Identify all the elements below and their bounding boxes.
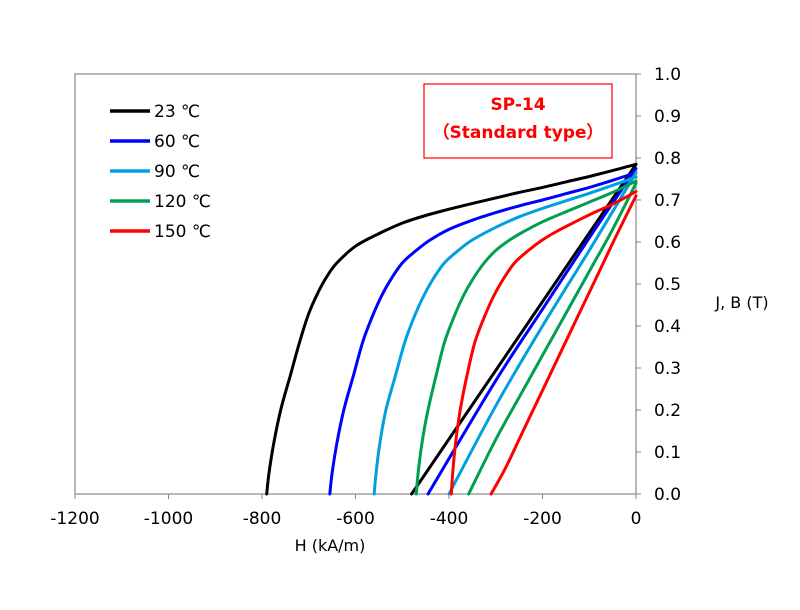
y-tick-label: 0.3 xyxy=(654,359,681,379)
legend-label: 120 ℃ xyxy=(154,192,211,212)
legend-label: 60 ℃ xyxy=(154,132,200,152)
legend: 23 ℃ 60 ℃ 90 ℃ 120 ℃ 150 ℃ xyxy=(110,102,211,242)
chart-subtitle: （Standard type） xyxy=(433,122,604,143)
y-tick-label: 0.2 xyxy=(654,401,681,421)
x-tick-label: -400 xyxy=(430,509,469,529)
curve-J-60c xyxy=(328,171,638,496)
x-tick-label: -1000 xyxy=(144,509,193,529)
curve-J-120c xyxy=(414,179,638,496)
y-axis-title: J, B (T) xyxy=(714,293,768,312)
y-tick-label: 0.7 xyxy=(654,191,681,211)
curves-group xyxy=(265,162,638,496)
legend-label: 90 ℃ xyxy=(154,162,200,182)
y-tick-label: 0.8 xyxy=(654,149,681,169)
y-tick-label: 0.4 xyxy=(654,317,681,337)
y-tick-label: 0.1 xyxy=(654,443,681,463)
curve-J-150c xyxy=(449,190,638,496)
y-tick-label: 0.5 xyxy=(654,275,681,295)
curve-J-23c xyxy=(265,162,638,496)
curve-B-150c xyxy=(489,194,638,496)
y-axis-ticks: 0.0 0.1 0.2 0.3 0.4 0.5 0.6 0.7 0.8 0.9 1.0 xyxy=(636,65,681,505)
x-tick-label: 0 xyxy=(631,509,642,529)
x-tick-label: -800 xyxy=(243,509,282,529)
curve-J-90c xyxy=(372,175,638,496)
chart-title: SP-14 xyxy=(490,95,545,115)
y-tick-label: 1.0 xyxy=(654,65,681,85)
curve-B-120c xyxy=(467,181,638,496)
y-tick-label: 0.6 xyxy=(654,233,681,253)
x-tick-label: -600 xyxy=(336,509,375,529)
legend-label: 23 ℃ xyxy=(154,102,200,122)
legend-label: 150 ℃ xyxy=(154,222,211,242)
title-box xyxy=(423,83,613,159)
y-tick-label: 0.0 xyxy=(654,485,681,505)
x-axis-ticks: -1200 -1000 -800 -600 -400 -200 0 xyxy=(50,494,641,529)
curve-B-60c xyxy=(426,167,638,496)
x-tick-label: -200 xyxy=(523,509,562,529)
curve-B-90c xyxy=(447,171,638,496)
curve-B-23c xyxy=(410,162,638,496)
y-tick-label: 0.9 xyxy=(654,107,681,127)
x-axis-title: H (kA/m) xyxy=(295,536,366,555)
x-tick-label: -1200 xyxy=(50,509,99,529)
